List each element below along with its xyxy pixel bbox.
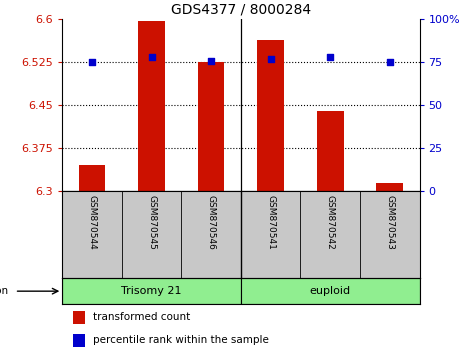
Point [148, 55, 155, 60]
Title: GDS4377 / 8000284: GDS4377 / 8000284 [171, 3, 311, 17]
Point [89, 59, 96, 65]
Text: GSM870545: GSM870545 [147, 195, 156, 250]
Bar [376, 183, 403, 191]
Text: percentile rank within the sample: percentile rank within the sample [93, 335, 268, 346]
Bar [241, 278, 420, 304]
Text: transformed count: transformed count [93, 312, 190, 322]
Text: euploid: euploid [310, 286, 351, 296]
Bar [317, 111, 343, 191]
Bar [73, 334, 85, 347]
Bar [73, 311, 85, 324]
Text: Trisomy 21: Trisomy 21 [121, 286, 182, 296]
Bar [62, 278, 241, 304]
Bar [198, 62, 225, 191]
Point [267, 56, 274, 62]
Text: GSM870541: GSM870541 [266, 195, 275, 250]
Bar [79, 165, 106, 191]
Text: GSM870543: GSM870543 [385, 195, 394, 250]
Text: GSM870542: GSM870542 [325, 195, 335, 249]
Bar [257, 40, 284, 191]
Text: GSM870544: GSM870544 [88, 195, 96, 249]
Bar [138, 21, 165, 191]
Point [207, 58, 215, 63]
Point [326, 55, 334, 60]
Text: GSM870546: GSM870546 [207, 195, 216, 250]
Point [386, 59, 393, 65]
Text: genotype/variation: genotype/variation [0, 286, 9, 296]
